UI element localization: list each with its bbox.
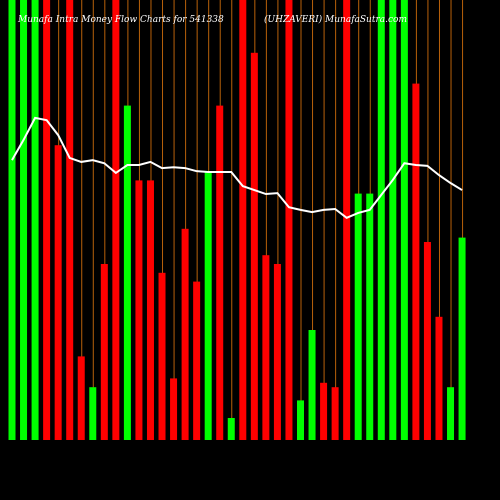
bar xyxy=(435,316,443,440)
bar xyxy=(423,242,431,440)
bar xyxy=(389,0,397,440)
bar xyxy=(66,0,74,440)
bar xyxy=(447,387,455,440)
bar xyxy=(343,0,351,440)
bar xyxy=(331,387,339,440)
bar xyxy=(458,237,466,440)
bar xyxy=(135,180,143,440)
bar xyxy=(227,418,235,440)
bar xyxy=(43,0,51,440)
bar xyxy=(308,330,316,440)
bar xyxy=(123,105,131,440)
bar xyxy=(377,0,385,440)
bar xyxy=(77,356,85,440)
bar xyxy=(250,52,258,441)
bar xyxy=(112,0,120,440)
bar xyxy=(366,193,374,440)
bar xyxy=(31,0,39,440)
bar xyxy=(8,0,16,440)
bar xyxy=(297,400,304,440)
bar xyxy=(146,180,154,440)
bar xyxy=(193,281,201,440)
bar xyxy=(170,378,178,440)
chart-subtitle: (UHZAVERI) MunafaSutra.com xyxy=(264,14,407,25)
chart-title: Munafa Intra Money Flow Charts for 54133… xyxy=(17,15,224,25)
bar xyxy=(262,255,270,440)
bar xyxy=(412,83,420,440)
bar xyxy=(181,228,189,440)
bars xyxy=(8,0,466,441)
bar xyxy=(158,272,166,440)
bar xyxy=(273,264,281,440)
bar xyxy=(216,105,224,440)
bar xyxy=(54,145,62,440)
money-flow-line xyxy=(11,116,463,219)
bar xyxy=(204,171,212,440)
bar xyxy=(320,382,328,440)
bar xyxy=(354,193,362,440)
bar xyxy=(20,0,28,440)
bar xyxy=(285,0,293,440)
bar xyxy=(239,0,247,440)
bar xyxy=(89,387,97,440)
bar xyxy=(100,264,108,440)
bar xyxy=(400,0,408,440)
